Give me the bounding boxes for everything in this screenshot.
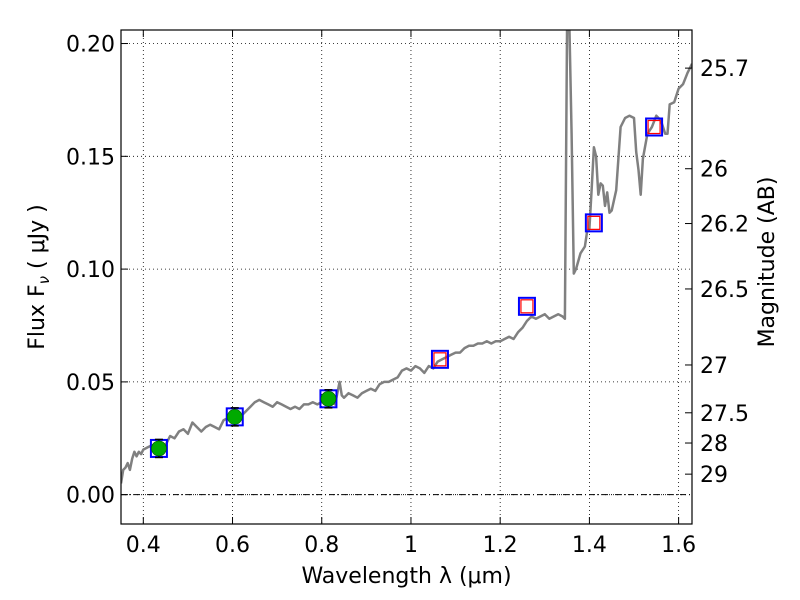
y-tick-label: 0.20 bbox=[66, 33, 115, 58]
x-tick-label: 1.6 bbox=[661, 533, 696, 558]
model-blue-square-point bbox=[517, 296, 536, 316]
y-tick-label: 0.15 bbox=[66, 145, 115, 170]
x-tick-labels: 0.4 0.6 0.8 1 1.2 1.4 1.6 bbox=[126, 533, 696, 558]
model-red-square-point bbox=[647, 119, 661, 135]
x-tick-label: 0.8 bbox=[304, 533, 339, 558]
model-blue-square-point bbox=[584, 213, 603, 233]
x-tick-label: 0.4 bbox=[126, 533, 161, 558]
x-axis-label: Wavelength λ (μm) bbox=[301, 564, 511, 589]
y-axis-label-subscript: ν bbox=[35, 276, 53, 284]
model-blue-square-point bbox=[645, 117, 664, 137]
y-axis-label: Flux Fν ( μJy ) bbox=[25, 204, 53, 349]
y2-tick-label: 29 bbox=[700, 463, 728, 488]
y2-tick-label: 26.5 bbox=[700, 278, 749, 303]
y-axis-label-unit: ( μJy ) bbox=[25, 204, 50, 276]
x-tick-label: 1.2 bbox=[483, 533, 518, 558]
model-red-square-point bbox=[520, 299, 534, 314]
observed-green-point bbox=[226, 409, 243, 425]
x-tick-label: 0.6 bbox=[215, 533, 250, 558]
observed-green-point bbox=[320, 391, 337, 407]
model-blue-square-point bbox=[430, 349, 449, 369]
series-layer bbox=[121, 30, 692, 484]
observed-green-point bbox=[151, 440, 167, 457]
y2-tick-label: 26 bbox=[700, 158, 728, 183]
axis-ticks bbox=[121, 30, 692, 524]
y-tick-label: 0.05 bbox=[66, 371, 115, 396]
y2-axis-label: Magnitude (AB) bbox=[755, 177, 780, 348]
y2-tick-label: 27.5 bbox=[700, 402, 749, 427]
model-red-square-point bbox=[587, 215, 601, 230]
y-tick-label: 0.00 bbox=[66, 484, 115, 509]
plot-background bbox=[121, 30, 692, 524]
y2-tick-label: 27 bbox=[700, 354, 728, 379]
plot-frame bbox=[120, 29, 693, 525]
x-tick-label: 1.4 bbox=[572, 533, 607, 558]
x-tick-label: 1 bbox=[404, 533, 418, 558]
y-tick-label: 0.10 bbox=[66, 258, 115, 283]
y-tick-labels: 0.00 0.05 0.10 0.15 0.20 bbox=[66, 33, 115, 509]
y-axis-label-main: Flux F bbox=[25, 284, 50, 349]
plot-area bbox=[120, 29, 693, 525]
y2-tick-label: 26.2 bbox=[700, 213, 749, 238]
y2-tick-labels: 25.7 26 26.2 26.5 27 27.5 28 29 bbox=[700, 57, 749, 488]
y2-tick-label: 28 bbox=[700, 432, 728, 457]
model-red-square-point bbox=[433, 352, 447, 367]
spectrum-line bbox=[121, 30, 692, 484]
y2-tick-label: 25.7 bbox=[700, 57, 749, 82]
